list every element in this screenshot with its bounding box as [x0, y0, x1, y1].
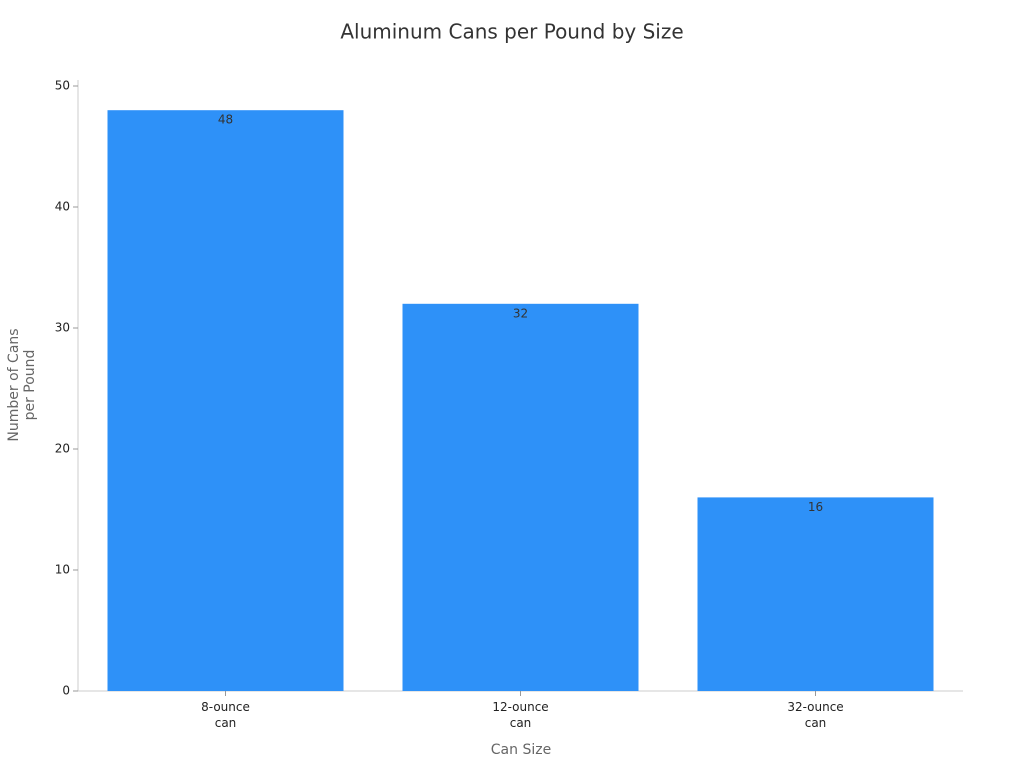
x-axis-title: Can Size: [491, 742, 551, 758]
bar: [107, 110, 344, 691]
bar: [402, 303, 639, 691]
x-tick-label: 12-ounce can: [492, 700, 548, 730]
y-tick-label: 40: [55, 200, 70, 214]
y-tick-label: 20: [55, 442, 70, 456]
y-tick-label: 30: [55, 321, 70, 335]
value-label: 32: [513, 306, 528, 320]
chart-title: Aluminum Cans per Pound by Size: [340, 20, 683, 44]
value-label: 48: [218, 113, 233, 127]
value-label: 16: [808, 500, 823, 514]
y-tick-label: 0: [62, 684, 70, 698]
y-tick-label: 10: [55, 563, 70, 577]
x-tick-label: 32-ounce can: [787, 700, 843, 730]
x-tick-label: 8-ounce can: [201, 700, 250, 730]
y-axis-title: Number of Cansper Pound: [6, 328, 38, 441]
y-tick-label: 50: [55, 79, 70, 93]
bar: [697, 497, 934, 691]
